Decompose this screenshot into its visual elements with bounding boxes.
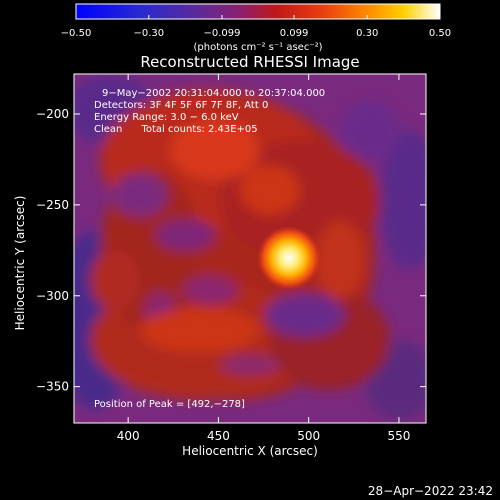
colorbar-units: (photons cm⁻² s⁻¹ asec⁻²) xyxy=(193,42,322,53)
chart-title: Reconstructed RHESSI Image xyxy=(140,53,359,71)
y-axis-title: Heliocentric Y (arcsec) xyxy=(13,196,27,331)
peak-position-label: Position of Peak = [492,−278] xyxy=(94,399,245,410)
annotation-time-range: 9−May−2002 20:31:04.000 to 20:37:04.000 xyxy=(102,88,325,99)
x-tick-label: 450 xyxy=(207,429,230,443)
x-tick-label: 550 xyxy=(387,429,410,443)
y-axis-ticks: −200 −250 −300 −350 xyxy=(36,107,426,394)
peak-source xyxy=(257,226,321,290)
colorbar-tick-label: −0.50 xyxy=(61,28,92,39)
colorbar-tick-label: −0.30 xyxy=(133,28,164,39)
x-axis-title: Heliocentric X (arcsec) xyxy=(182,444,318,458)
annotation-clean-counts: Clean Total counts: 2.43E+05 xyxy=(94,124,258,135)
colorbar-gradient xyxy=(75,3,441,20)
annotation-block: 9−May−2002 20:31:04.000 to 20:37:04.000 … xyxy=(94,88,325,135)
colorbar-tick-label: −0.099 xyxy=(203,28,240,39)
colorbar-tick-label: 0.099 xyxy=(280,28,309,39)
x-tick-label: 400 xyxy=(117,429,140,443)
y-tick-label: −350 xyxy=(36,380,69,394)
annotation-energy-range: Energy Range: 3.0 − 6.0 keV xyxy=(94,112,239,123)
plot-frame xyxy=(73,73,427,424)
colorbar-tick-label: 0.50 xyxy=(429,28,451,39)
colorbar-tick-label: 0.30 xyxy=(356,28,378,39)
render-timestamp: 28−Apr−2022 23:42 xyxy=(368,484,493,498)
x-tick-label: 500 xyxy=(297,429,320,443)
x-axis-ticks: 400 450 500 550 xyxy=(117,74,410,443)
y-tick-label: −250 xyxy=(36,198,69,212)
y-tick-label: −200 xyxy=(36,107,69,121)
colorbar: −0.50 −0.30 −0.099 0.099 0.30 0.50 (photons c… xyxy=(61,3,451,53)
annotation-detectors: Detectors: 3F 4F 5F 6F 7F 8F, Att 0 xyxy=(94,100,268,111)
heatmap-image xyxy=(74,74,426,423)
y-tick-label: −300 xyxy=(36,289,69,303)
colorbar-ticks: −0.50 −0.30 −0.099 0.099 0.30 0.50 xyxy=(61,15,451,39)
